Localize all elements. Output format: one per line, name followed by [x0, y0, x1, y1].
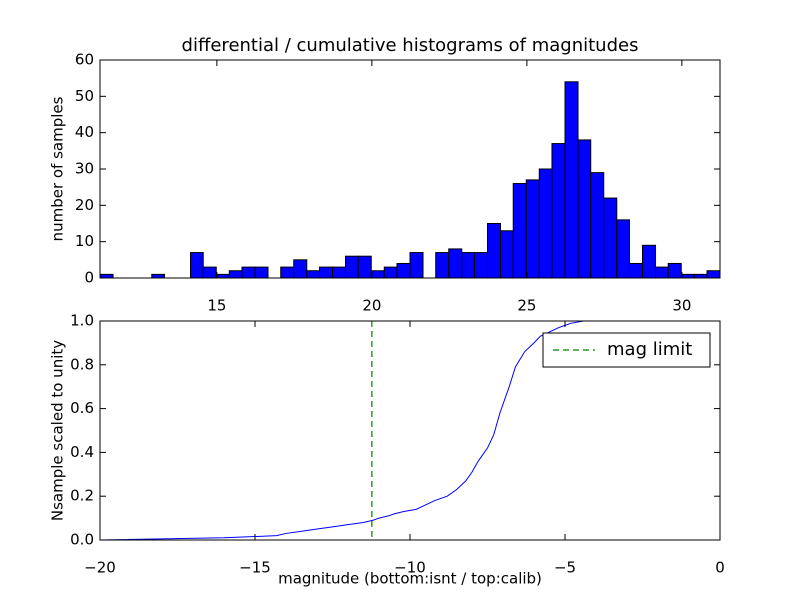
histogram-bar	[190, 252, 204, 279]
histogram-bar	[409, 252, 424, 279]
histogram-bar	[473, 252, 489, 279]
chart-title: differential / cumulative histograms of …	[182, 35, 639, 56]
histogram-bar	[306, 270, 320, 279]
histogram-bar	[345, 255, 359, 279]
histogram-bar	[435, 252, 450, 279]
y-tick-label: 0.8	[70, 355, 94, 373]
histogram-bar	[357, 255, 372, 279]
histogram-bar	[202, 266, 217, 279]
y-tick-label: 60	[75, 51, 94, 69]
y-tick-label: 1.0	[70, 312, 94, 330]
y-tick-label: 20	[75, 196, 94, 214]
y-tick-label: 0.2	[70, 487, 94, 505]
histogram-bar	[383, 266, 398, 279]
histogram-bar	[151, 273, 165, 279]
histogram-bar	[525, 179, 540, 279]
histogram-bar	[254, 266, 269, 279]
x-tick-label: −20	[84, 559, 116, 577]
x-tick-label: 15	[207, 297, 226, 315]
histogram-bar	[590, 172, 605, 279]
histogram-bar	[667, 262, 682, 279]
y-tick-label: 0.6	[70, 399, 94, 417]
y-axis-label: Nsample scaled to unity	[49, 340, 67, 521]
histogram-bar	[616, 219, 630, 279]
histogram-bar	[500, 230, 514, 279]
histogram-bar	[564, 81, 579, 279]
histogram-bar	[680, 273, 695, 279]
y-tick-label: 10	[75, 232, 94, 250]
y-tick-label: 30	[75, 160, 94, 178]
histogram-bar	[293, 259, 308, 279]
y-tick-label: 40	[75, 123, 94, 141]
y-tick-label: 0.0	[70, 531, 94, 549]
x-tick-label: −15	[239, 559, 271, 577]
histogram-bar	[215, 273, 230, 279]
histogram-bar	[603, 197, 618, 279]
histogram-bar	[512, 183, 527, 279]
histogram-bar	[706, 270, 721, 279]
histogram-bar	[551, 143, 566, 279]
histogram-bar	[318, 266, 334, 279]
x-tick-label: 20	[362, 297, 381, 315]
histogram-bar	[628, 262, 643, 279]
x-axis-label: magnitude (bottom:isnt / top:calib)	[278, 570, 542, 588]
histogram-bar	[577, 139, 592, 279]
x-tick-label: −10	[394, 559, 426, 577]
y-tick-label: 0	[84, 269, 94, 287]
y-axis-label: number of samples	[49, 96, 67, 241]
y-tick-label: 0.4	[70, 443, 94, 461]
x-tick-label: 30	[672, 297, 691, 315]
histogram-bar	[370, 270, 385, 279]
histogram-bar	[280, 266, 295, 279]
histogram-bar	[655, 266, 669, 279]
cumulative-line	[99, 320, 720, 541]
x-tick-label: 25	[517, 297, 536, 315]
x-tick-label: 0	[715, 559, 725, 577]
histogram-bar	[241, 266, 256, 279]
histogram-bar	[448, 248, 463, 279]
histogram-bar	[461, 252, 475, 279]
histogram-bar	[693, 273, 708, 279]
x-tick-label: −5	[554, 559, 576, 577]
histogram-bar	[332, 266, 347, 279]
y-tick-label: 50	[75, 87, 94, 105]
legend-label: mag limit	[607, 339, 692, 360]
histogram-bar	[487, 223, 502, 279]
histogram-bar	[538, 168, 553, 279]
legend-box	[542, 332, 711, 368]
histogram-bar	[228, 270, 243, 279]
histogram-bar	[642, 244, 657, 279]
histogram-bar	[396, 262, 411, 279]
histogram-bar	[99, 273, 114, 279]
